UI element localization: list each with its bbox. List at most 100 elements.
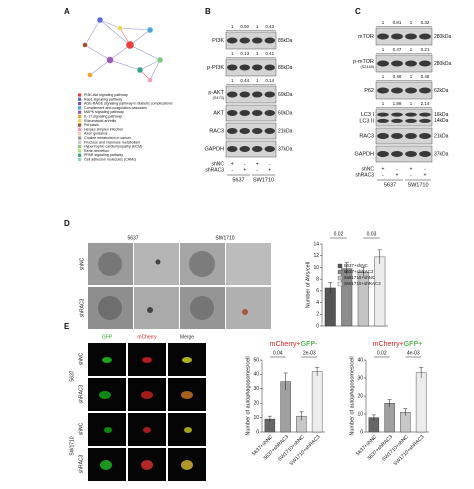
y-tick-label: 6 <box>316 288 319 294</box>
legend-label: Axon guidance <box>84 132 108 136</box>
band <box>405 60 417 67</box>
band <box>264 37 275 44</box>
ratio: 1 <box>231 24 234 29</box>
condition-sign: + <box>382 166 385 172</box>
condition-sign: + <box>396 172 399 178</box>
blot <box>375 27 433 46</box>
legend-label: Rheumatoid arthritis <box>84 119 116 123</box>
blot-size: 280kDa <box>434 61 451 67</box>
ratio: 1 <box>382 47 385 52</box>
condition-label: shRAC3 <box>355 172 374 178</box>
column-label: mCherry <box>137 334 157 340</box>
ratio: 1 <box>410 47 413 52</box>
band <box>419 151 431 157</box>
y-tick-label: 40 <box>253 372 259 378</box>
ratio: 0.13 <box>240 51 249 56</box>
title-part: mCherry+ <box>270 341 301 348</box>
blot-size: 37kDa <box>434 151 449 157</box>
legend-label: Herpes simplex infection <box>84 127 123 131</box>
ratio: 0.47 <box>393 47 402 52</box>
band <box>391 151 403 157</box>
bar <box>357 271 369 327</box>
blot-size: 280kDa <box>434 34 451 40</box>
band <box>405 118 417 123</box>
legend-swatch <box>78 157 82 162</box>
blot-label: RAC3 <box>359 133 374 139</box>
legend-label: Pertussis <box>84 123 99 127</box>
condition-sign: - <box>424 166 426 172</box>
blot <box>375 127 433 145</box>
band <box>405 133 417 139</box>
band <box>419 33 431 40</box>
condition-label: shRAC3 <box>205 167 224 173</box>
condition-sign: - <box>269 161 271 167</box>
band <box>391 33 403 40</box>
band <box>391 87 403 94</box>
ratio: 1 <box>382 74 385 79</box>
legend-label: Hypertrophic cardiomyopathy (HCM) <box>84 145 142 149</box>
ratio: 0.41 <box>265 51 274 56</box>
legend-swatch <box>337 281 343 287</box>
column-label: GFP <box>102 334 113 340</box>
legend-label: 5637+shNC <box>344 263 369 268</box>
ratio: 1 <box>256 51 259 56</box>
blot-label: p-AKT <box>208 90 224 96</box>
condition-sign: + <box>268 167 271 173</box>
bar <box>311 371 323 433</box>
band <box>391 112 403 117</box>
band <box>377 60 389 67</box>
band <box>419 118 431 123</box>
legend-swatch <box>78 145 82 149</box>
y-axis-label: Number of autophagosomes/cell <box>349 356 355 435</box>
ratio: 1 <box>410 20 413 25</box>
blot-label: RAC3 <box>209 128 224 134</box>
condition-sign: - <box>382 172 384 178</box>
blot-size: 62kDa <box>434 88 449 94</box>
ratio: 0.21 <box>421 47 430 52</box>
bar <box>374 256 386 327</box>
row-label: shRAC3 <box>78 454 84 473</box>
blot <box>375 145 433 163</box>
blot-size: 37kDa <box>278 146 293 152</box>
band <box>252 37 263 44</box>
blot <box>225 58 277 77</box>
y-tick-label: 0 <box>360 429 363 435</box>
blot <box>375 54 433 73</box>
condition-label: shNC <box>361 166 374 172</box>
blot-size: 60kDa <box>278 110 293 116</box>
ratio: 1 <box>410 74 413 79</box>
band <box>239 91 250 98</box>
band <box>405 87 417 94</box>
row-label: shNC <box>78 422 84 435</box>
blot-label: GAPDH <box>354 151 374 157</box>
group-label: 5637 <box>69 370 75 381</box>
fluorescence-cells <box>99 357 193 470</box>
title-part: GFP+ <box>404 341 422 348</box>
y-tick-label: 10 <box>313 265 319 271</box>
condition-label: shNC <box>211 161 224 167</box>
blot <box>375 81 433 100</box>
ratio: 0.43 <box>265 24 274 29</box>
band <box>252 64 263 71</box>
band <box>252 128 263 134</box>
group-label: SW1710 <box>69 436 75 455</box>
condition-sign: + <box>231 161 234 167</box>
band <box>239 110 250 116</box>
ratio: 1 <box>382 20 385 25</box>
blot-size: 16kDa <box>434 112 449 118</box>
blot-size: 21kDa <box>278 128 293 134</box>
chart-title: mCherry+GFP+ <box>373 341 422 348</box>
condition-sign: + <box>243 167 246 173</box>
condition-sign: - <box>410 172 412 178</box>
p-value: 2e-03 <box>303 350 316 356</box>
legend-swatch <box>337 275 343 281</box>
legend-swatch <box>78 110 82 114</box>
legend-label: Fructose and mannose metabolism <box>84 140 140 144</box>
row-label: shNC <box>79 257 85 270</box>
row-label: shRAC3 <box>79 298 85 317</box>
band <box>264 64 275 71</box>
legend-label: Cell adhesion molecules (CAMs) <box>84 157 136 161</box>
blot <box>225 122 277 140</box>
network-nodes <box>82 16 164 83</box>
y-axis-label: Number of autophagosomes/cell <box>245 356 251 435</box>
